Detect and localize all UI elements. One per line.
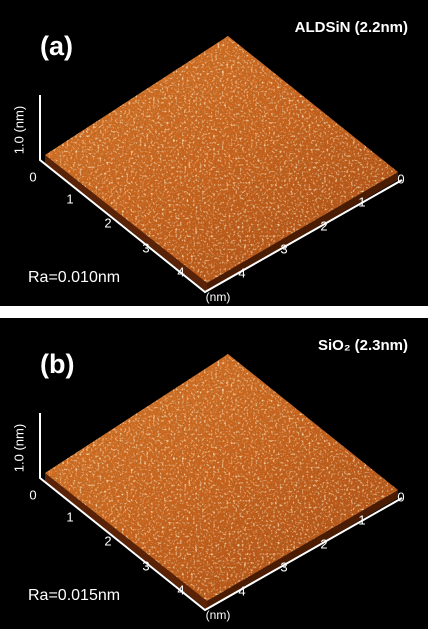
z-origin-label: 0 (29, 169, 36, 184)
y-tick-label: 4 (238, 265, 245, 280)
panel-title: ALDSiN (2.2nm) (295, 19, 408, 36)
panel-label: (a) (40, 31, 73, 61)
afm-panel: (b)SiO₂ (2.3nm)1.0 (nm)0123401234(nm)Ra=… (0, 318, 428, 629)
y-tick-label: 3 (280, 241, 287, 256)
afm-panel: (a)ALDSiN (2.2nm)1.0 (nm)0123401234(nm)R… (0, 0, 428, 306)
y-tick-label: 1 (358, 194, 365, 209)
x-tick-label: 1 (66, 509, 73, 524)
unit-label: (nm) (206, 608, 231, 622)
y-tick-label: 2 (320, 536, 327, 551)
figure: (a)ALDSiN (2.2nm)1.0 (nm)0123401234(nm)R… (0, 0, 428, 629)
panel-label: (b) (40, 349, 74, 379)
x-tick-label: 3 (142, 240, 149, 255)
y-tick-label: 2 (320, 218, 327, 233)
y-tick-label: 0 (397, 171, 404, 186)
x-tick-label: 2 (104, 215, 111, 230)
y-tick-label: 4 (238, 583, 245, 598)
z-origin-label: 0 (29, 487, 36, 502)
x-tick-label: 4 (177, 264, 184, 279)
y-tick-label: 0 (397, 489, 404, 504)
x-tick-label: 4 (177, 582, 184, 597)
roughness-label: Ra=0.015nm (28, 587, 120, 604)
x-tick-label: 3 (142, 558, 149, 573)
z-axis-label: 1.0 (nm) (11, 424, 26, 472)
x-tick-label: 1 (66, 191, 73, 206)
y-tick-label: 1 (358, 512, 365, 527)
panel-title: SiO₂ (2.3nm) (318, 337, 408, 354)
roughness-label: Ra=0.010nm (28, 269, 120, 286)
unit-label: (nm) (206, 290, 231, 304)
x-tick-label: 2 (104, 533, 111, 548)
z-axis-label: 1.0 (nm) (11, 106, 26, 154)
y-tick-label: 3 (280, 559, 287, 574)
